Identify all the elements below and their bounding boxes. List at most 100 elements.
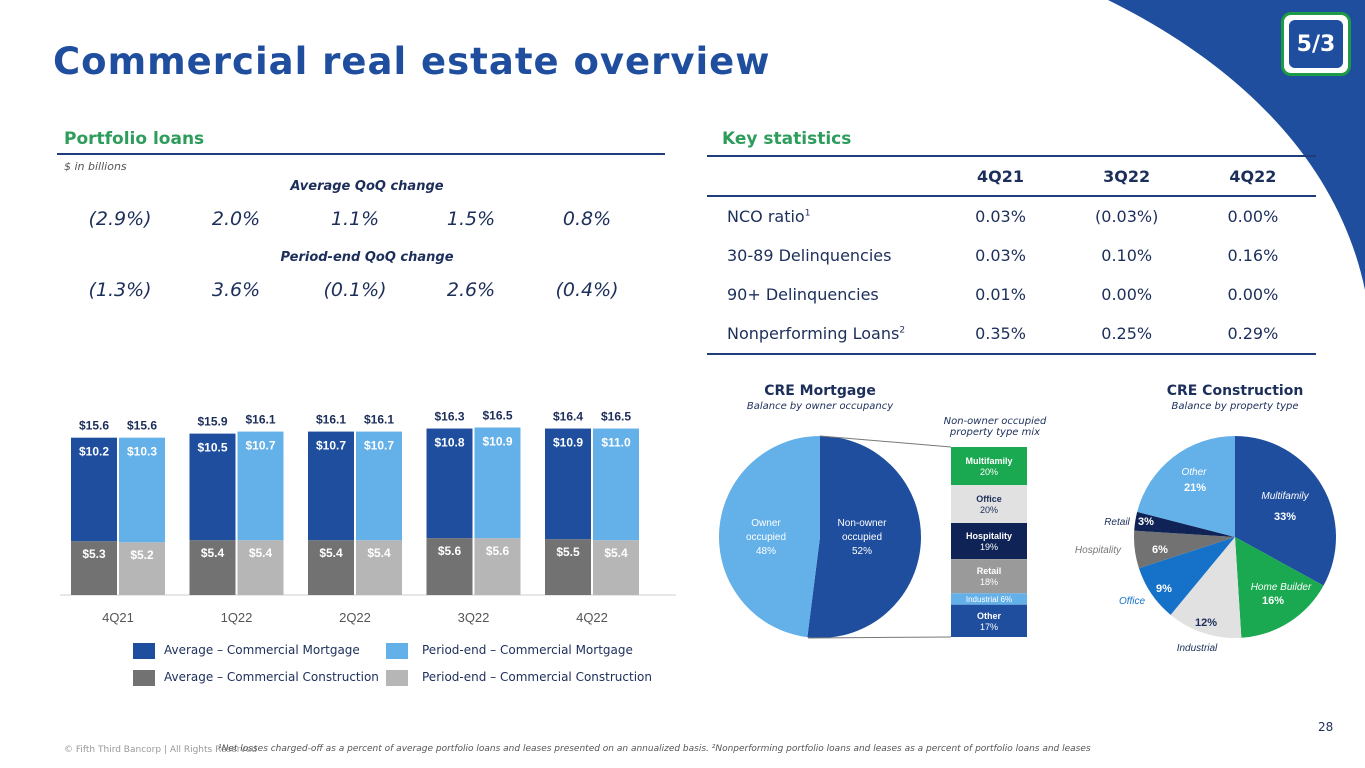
bar-mortgage [474,427,521,539]
pe-qoq-value: 2.6% [446,279,496,301]
bar-label-mortgage: $10.5 [197,441,227,455]
bar-label-construction: $5.4 [249,546,273,560]
connector-line [807,636,952,639]
x-tick-label: 4Q21 [102,610,134,625]
legend-swatch-avg-construction [133,670,155,686]
pie-slice-value: 3% [1138,516,1154,528]
avg-qoq-value: 1.1% [330,208,380,230]
pie-slice [1138,537,1235,615]
breakdown-value: 18% [980,577,998,587]
bar-construction [356,540,402,595]
key-statistics-heading: Key statistics [722,129,852,149]
breakdown-label: Multifamily [965,456,1012,466]
stats-header-row: 4Q21 3Q22 4Q22 [707,155,1316,197]
stats-column-header: 4Q22 [1189,155,1316,197]
bar-total-label: $16.5 [601,410,631,424]
breakdown-label: Office [976,494,1002,504]
breakdown-segment [951,593,1027,605]
bar-label-construction: $5.4 [604,546,628,560]
cre-construction-title: CRE Construction [1166,383,1304,399]
bar-mortgage [356,431,402,541]
bar-construction [189,540,236,595]
pie-slice [1170,537,1242,639]
page-number: 28 [1318,720,1334,734]
bar-label-mortgage: $11.0 [601,436,631,450]
pie-slice-value: 33% [1274,511,1296,523]
breakdown-label: Industrial 6% [966,595,1012,604]
bar-mortgage [189,433,236,541]
bar-construction [545,539,591,595]
avg-qoq-title: Average QoQ change [290,179,444,194]
breakdown-value: 20% [980,505,998,515]
bar-label-construction: $5.5 [556,545,580,559]
cre-pie-charts: Non-owner occupied 52% Owner occupied 48% Mult… [718,435,1336,654]
cre-mortgage-subtitle: Balance by owner occupancy [746,401,894,412]
stats-row-30-89: 30-89 Delinquencies 0.03% 0.10% 0.16% [707,236,1316,275]
stats-cell: 0.35% [937,314,1064,355]
bar-label-mortgage: $10.8 [434,436,464,450]
legend-swatch-avg-mortgage [133,643,155,659]
breakdown-label: Retail [977,566,1002,576]
bar-total-label: $16.1 [245,413,275,427]
stats-cell: 0.03% [975,207,1026,226]
bar-construction [119,542,165,595]
stats-row-label: NCO ratio1 [727,207,811,226]
stats-row-label: Nonperforming Loans2 [707,314,938,355]
pe-qoq-value: (0.1%) [323,279,387,301]
breakdown-title: Non-owner occupied property type mix [943,416,1047,438]
logo-mark: 5/3 [1289,20,1343,68]
pie-slice-value: 48% [756,546,776,557]
stats-cell: 0.00% [1101,285,1153,304]
stats-cell: 0.10% [1101,246,1153,265]
bar-label-mortgage: $10.7 [364,439,394,453]
bar-mortgage [71,437,117,542]
breakdown-label: Hospitality [966,531,1012,541]
avg-qoq-value: (2.9%) [88,208,152,230]
x-tick-label: 2Q22 [339,610,371,625]
avg-qoq-value: 1.5% [446,208,496,230]
stats-row-90plus: 90+ Delinquencies 0.01% 0.00% 0.00% [707,275,1316,314]
bar-label-construction: $5.4 [201,546,225,560]
pie-slice [807,436,921,638]
bar-total-label: $16.5 [482,409,512,423]
bar-label-mortgage: $10.2 [79,445,109,459]
x-tick-label: 3Q22 [458,610,490,625]
footnote: ¹Net losses charged-off as a percent of … [218,744,1091,754]
bar-label-construction: $5.4 [367,546,391,560]
pie-slice-label: Non-owner [838,518,888,529]
pie-slice-value: 21% [1184,482,1206,494]
pe-qoq-value: (0.4%) [555,279,619,301]
stats-row-nco: NCO ratio1 0.03% (0.03%) 0.00% [707,196,1316,236]
avg-qoq-value: 0.8% [562,208,612,230]
stats-cell: 0.29% [1189,314,1316,355]
legend-label-pe-construction: Period-end – Commercial Construction [422,670,652,684]
bar-label-construction: $5.4 [319,546,343,560]
bar-total-label: $16.1 [364,413,394,427]
breakdown-value: 17% [980,622,998,632]
breakdown-segment [951,559,1027,594]
bar-label-mortgage: $10.7 [245,439,275,453]
bar-construction [237,540,284,595]
pie-slice [1235,537,1324,638]
bar-mortgage [308,431,354,541]
pie-slice-label: Hospitality [1075,545,1122,556]
pie-slice-value: 12% [1195,617,1217,629]
stats-cell: 0.00% [1227,285,1279,304]
bar-label-mortgage: $10.9 [553,436,583,450]
stats-header-blank [707,155,938,197]
stats-column-header: 4Q21 [937,155,1064,197]
bar-label-mortgage: $10.3 [127,445,157,459]
company-logo: 5/3 [1281,12,1351,76]
bar-mortgage [426,428,473,539]
pie-slice-label: Retail [1104,517,1130,528]
pie-slice-value: 16% [1262,595,1284,607]
stats-cell: 0.00% [1227,207,1279,226]
cre-construction-subtitle: Balance by property type [1171,401,1299,412]
legend-swatch-pe-construction [386,670,408,686]
pie-slice-label: Office [1119,596,1146,607]
bar-mortgage [545,428,591,540]
legend-label-avg-construction: Average – Commercial Construction [164,670,379,684]
bar-total-label: $15.6 [127,419,157,433]
bar-mortgage [119,437,165,543]
stats-row-label: 90+ Delinquencies [727,285,879,304]
